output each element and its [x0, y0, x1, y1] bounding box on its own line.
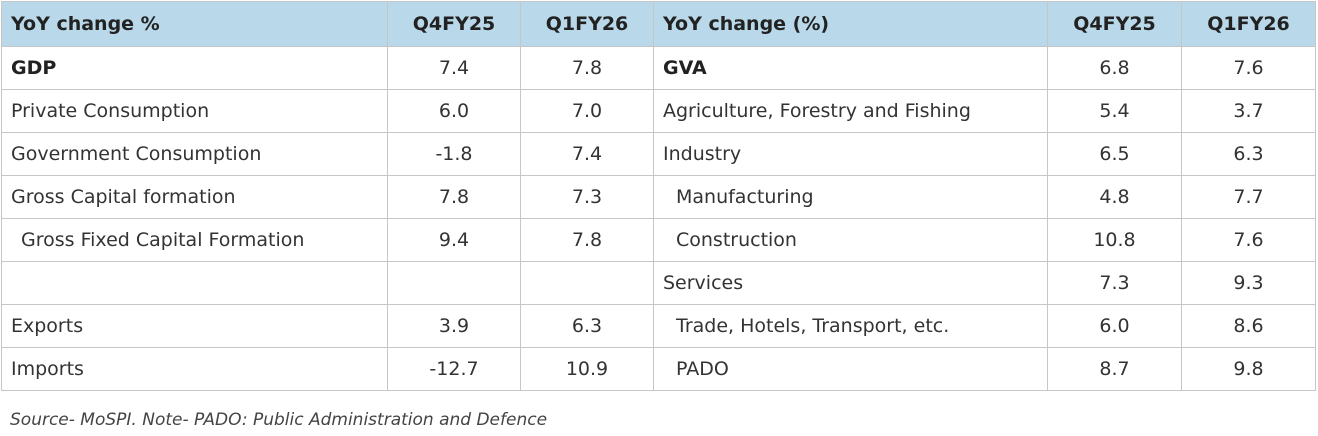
header-right-q4fy25: Q4FY25 — [1047, 1, 1182, 47]
cell-value: 6.5 — [1047, 132, 1182, 176]
cell-value: 6.3 — [1181, 132, 1316, 176]
cell-value: 3.9 — [387, 304, 521, 348]
table-row: Gross Capital formation 7.8 7.3 Manufact… — [1, 175, 1316, 219]
table-row: Government Consumption -1.8 7.4 Industry… — [1, 132, 1316, 176]
row-label: Gross Capital formation — [1, 175, 388, 219]
cell-value: 9.3 — [1181, 261, 1316, 305]
cell-value: 8.7 — [1047, 347, 1182, 391]
row-label-sub: Manufacturing — [653, 175, 1048, 219]
table-row: GDP 7.4 7.8 GVA 6.8 7.6 — [1, 46, 1316, 90]
cell-value: 7.6 — [1181, 218, 1316, 262]
table-row: Exports 3.9 6.3 Trade, Hotels, Transport… — [1, 304, 1316, 348]
row-label: Imports — [1, 347, 388, 391]
row-label: Exports — [1, 304, 388, 348]
row-label-sub: Construction — [653, 218, 1048, 262]
row-label: Industry — [653, 132, 1048, 176]
cell-value-empty — [520, 261, 654, 305]
row-label-sub: Trade, Hotels, Transport, etc. — [653, 304, 1048, 348]
row-label-gdp: GDP — [1, 46, 388, 90]
table-row: Imports -12.7 10.9 PADO 8.7 9.8 — [1, 347, 1316, 391]
cell-value: 7.3 — [1047, 261, 1182, 305]
table-row: Gross Fixed Capital Formation 9.4 7.8 Co… — [1, 218, 1316, 262]
cell-value: 7.8 — [520, 218, 654, 262]
row-label-sub: PADO — [653, 347, 1048, 391]
cell-value: 8.6 — [1181, 304, 1316, 348]
table-row: Private Consumption 6.0 7.0 Agriculture,… — [1, 89, 1316, 133]
row-label: Government Consumption — [1, 132, 388, 176]
row-label: Private Consumption — [1, 89, 388, 133]
source-note: Source- MoSPI. Note- PADO: Public Admini… — [10, 410, 548, 430]
row-label: Services — [653, 261, 1048, 305]
cell-value: -12.7 — [387, 347, 521, 391]
cell-value: 7.3 — [520, 175, 654, 219]
cell-value: 7.6 — [1181, 46, 1316, 90]
cell-value: 4.8 — [1047, 175, 1182, 219]
cell-value: 6.0 — [1047, 304, 1182, 348]
row-label-sub: Gross Fixed Capital Formation — [1, 218, 388, 262]
cell-value: 9.8 — [1181, 347, 1316, 391]
header-left-q1fy26: Q1FY26 — [520, 1, 654, 47]
cell-value: 10.8 — [1047, 218, 1182, 262]
cell-value: 7.4 — [387, 46, 521, 90]
header-right-q1fy26: Q1FY26 — [1181, 1, 1316, 47]
row-label: Agriculture, Forestry and Fishing — [653, 89, 1048, 133]
cell-value: 7.8 — [387, 175, 521, 219]
gdp-gva-table: YoY change % Q4FY25 Q1FY26 YoY change (%… — [1, 1, 1316, 391]
row-label-gva: GVA — [653, 46, 1048, 90]
cell-value: 6.0 — [387, 89, 521, 133]
cell-value: 7.7 — [1181, 175, 1316, 219]
cell-value: 3.7 — [1181, 89, 1316, 133]
cell-value: -1.8 — [387, 132, 521, 176]
cell-value: 7.0 — [520, 89, 654, 133]
cell-value: 10.9 — [520, 347, 654, 391]
cell-value: 9.4 — [387, 218, 521, 262]
row-label-empty — [1, 261, 388, 305]
cell-value: 5.4 — [1047, 89, 1182, 133]
cell-value: 7.4 — [520, 132, 654, 176]
cell-value: 7.8 — [520, 46, 654, 90]
header-right-label: YoY change (%) — [653, 1, 1048, 47]
header-left-label: YoY change % — [1, 1, 388, 47]
cell-value: 6.3 — [520, 304, 654, 348]
table-header-row: YoY change % Q4FY25 Q1FY26 YoY change (%… — [1, 1, 1316, 47]
table-row: Services 7.3 9.3 — [1, 261, 1316, 305]
cell-value: 6.8 — [1047, 46, 1182, 90]
cell-value-empty — [387, 261, 521, 305]
header-left-q4fy25: Q4FY25 — [387, 1, 521, 47]
